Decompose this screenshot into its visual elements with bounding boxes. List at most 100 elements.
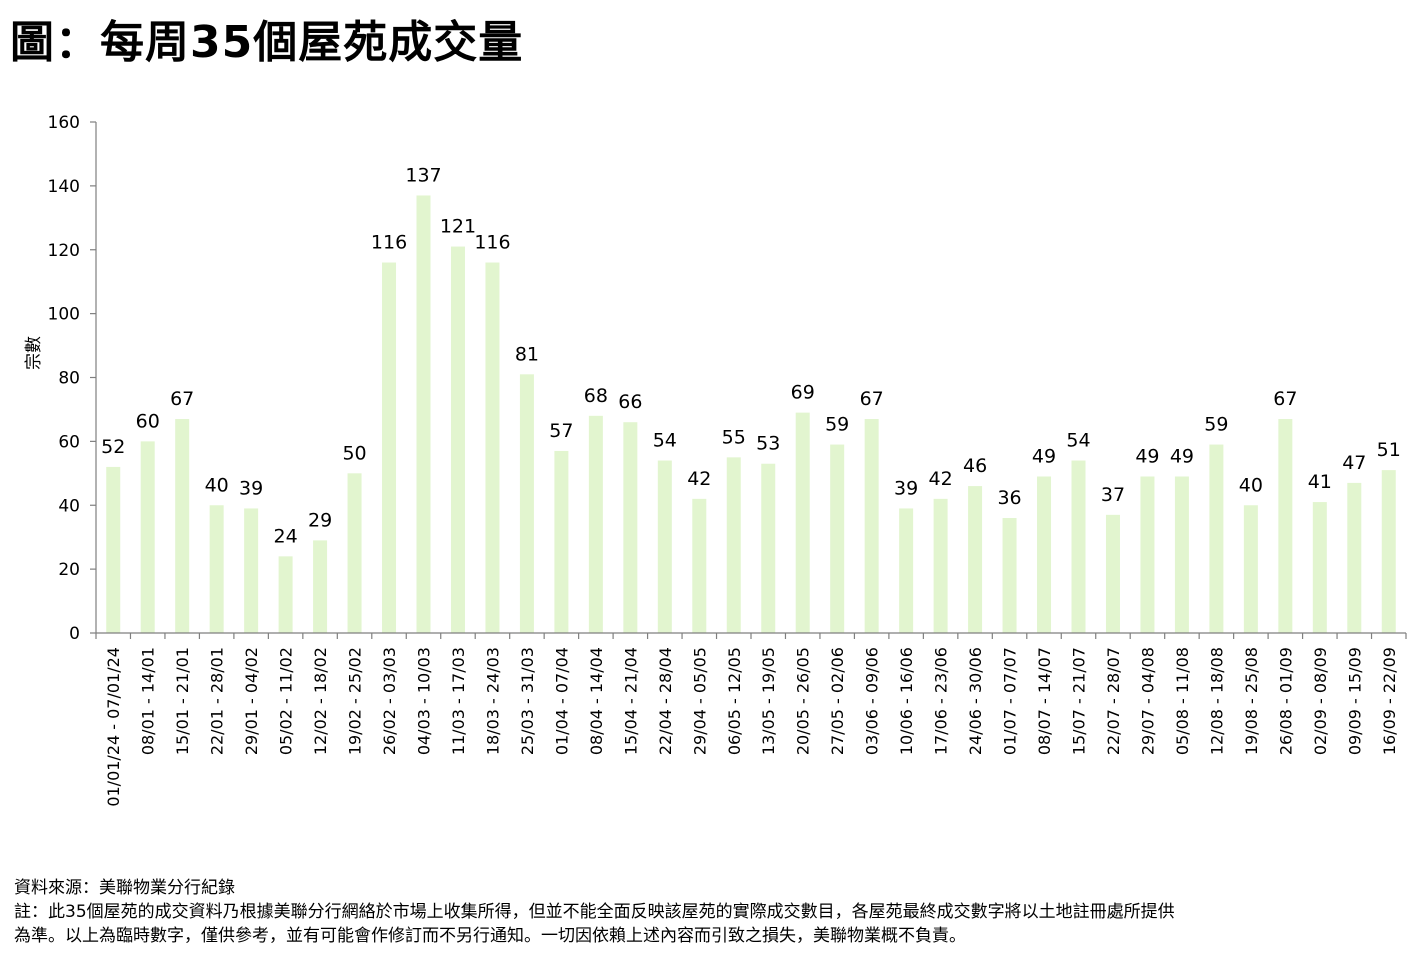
y-tick-label: 100 [48,305,80,325]
bar [450,246,465,633]
x-tick-label: 15/04 - 21/04 [621,647,640,755]
y-tick-label: 80 [58,369,80,389]
x-tick-label: 29/04 - 05/05 [690,647,709,755]
y-tick-label: 140 [48,177,80,197]
bar [313,540,328,633]
data-label: 67 [170,388,194,410]
data-label: 29 [308,509,332,531]
data-label: 54 [1066,430,1090,452]
bar [1243,505,1258,633]
bar [692,498,707,633]
bar [761,463,776,633]
y-tick-label: 60 [58,432,80,452]
x-tick-label: 09/09 - 15/09 [1345,647,1364,755]
data-label: 39 [894,477,918,499]
data-label: 116 [371,232,407,254]
data-label: 37 [1101,484,1125,506]
x-tick-label: 05/02 - 11/02 [277,647,296,755]
data-label: 42 [929,468,953,490]
bar [588,415,603,633]
data-label: 50 [342,442,366,464]
x-tick-label: 29/07 - 04/08 [1138,647,1157,755]
disclaimer-line-1: 註：此35個屋苑的成交資料乃根據美聯分行網絡於市場上收集所得，但並不能全面反映該… [14,902,1175,922]
disclaimer-line-2: 為準。以上為臨時數字，僅供參考，並有可能會作修訂而不另行通知。一切因依賴上述內容… [14,926,966,946]
y-tick-label: 160 [48,113,80,133]
bar [864,419,879,633]
x-tick-label: 20/05 - 26/05 [794,647,813,755]
bar [933,498,948,633]
bar [1002,518,1017,633]
data-label: 46 [963,455,987,477]
x-tick-label: 27/05 - 02/06 [828,647,847,755]
bar [416,195,431,634]
bar [623,422,638,633]
bar [795,412,810,633]
bar [968,486,983,633]
x-tick-label: 08/04 - 14/04 [587,647,606,755]
x-tick-label: 22/04 - 28/04 [656,647,675,755]
x-axis: 01/01/24 - 07/01/24 08/01 - 14/01 15/01 - … [95,632,1407,807]
data-label: 66 [618,391,642,413]
y-tick-label: 40 [58,496,80,516]
data-label: 52 [101,436,125,458]
data-label: 41 [1308,471,1332,493]
bar [175,419,190,633]
data-label: 49 [1135,446,1159,468]
bar [1312,502,1327,633]
data-label: 67 [860,388,884,410]
data-label: 40 [205,474,229,496]
bar [382,262,397,633]
x-tick-label: 02/09 - 08/09 [1311,647,1330,755]
data-label: 55 [722,426,746,448]
x-tick-label: 16/09 - 22/09 [1380,647,1399,755]
x-tick-label: 04/03 - 10/03 [415,647,434,755]
bar [1105,514,1120,633]
bar-series [106,195,1396,634]
y-tick-label: 0 [69,624,80,644]
y-tick-label: 20 [58,560,80,580]
data-label: 47 [1342,452,1366,474]
bar [140,441,155,633]
x-tick-label: 19/08 - 25/08 [1242,647,1261,755]
data-label: 59 [825,414,849,436]
x-tick-label: 01/04 - 07/04 [552,647,571,755]
x-tick-label: 05/08 - 11/08 [1173,647,1192,755]
y-tick-label: 120 [48,241,80,261]
x-tick-label: 25/03 - 31/03 [518,647,537,755]
bar [106,466,121,633]
x-tick-label: 22/07 - 28/07 [1104,647,1123,755]
bar [519,374,534,633]
chart-title: 圖：每周35個屋苑成交量 [10,17,524,68]
data-label: 67 [1273,388,1297,410]
bar [485,262,500,633]
x-tick-label: 10/06 - 16/06 [897,647,916,755]
data-label: 57 [549,420,573,442]
bar [1174,476,1189,633]
data-label: 51 [1377,439,1401,461]
bar [209,505,224,633]
data-label: 40 [1239,474,1263,496]
data-label: 137 [405,164,441,186]
data-label: 59 [1204,414,1228,436]
x-tick-label: 01/01/24 - 07/01/24 [104,647,123,807]
x-tick-label: 08/01 - 14/01 [139,647,158,755]
bar [554,450,569,633]
data-label: 24 [274,525,298,547]
x-tick-label: 01/07 - 07/07 [1001,647,1020,755]
x-tick-label: 03/06 - 09/06 [863,647,882,755]
data-label: 116 [474,232,510,254]
bar [899,508,914,633]
x-tick-label: 24/06 - 30/06 [966,647,985,755]
data-label: 36 [997,487,1021,509]
x-tick-label: 06/05 - 12/05 [725,647,744,755]
bar [1381,470,1396,633]
x-tick-label: 17/06 - 23/06 [932,647,951,755]
bar [347,473,362,633]
y-axis: 0 20 40 60 80 100 120 140 160 [48,113,97,644]
x-tick-label: 12/02 - 18/02 [311,647,330,755]
bar [278,556,293,633]
x-tick-label: 13/05 - 19/05 [759,647,778,755]
data-label: 49 [1032,446,1056,468]
x-tick-label: 26/08 - 01/09 [1276,647,1295,755]
